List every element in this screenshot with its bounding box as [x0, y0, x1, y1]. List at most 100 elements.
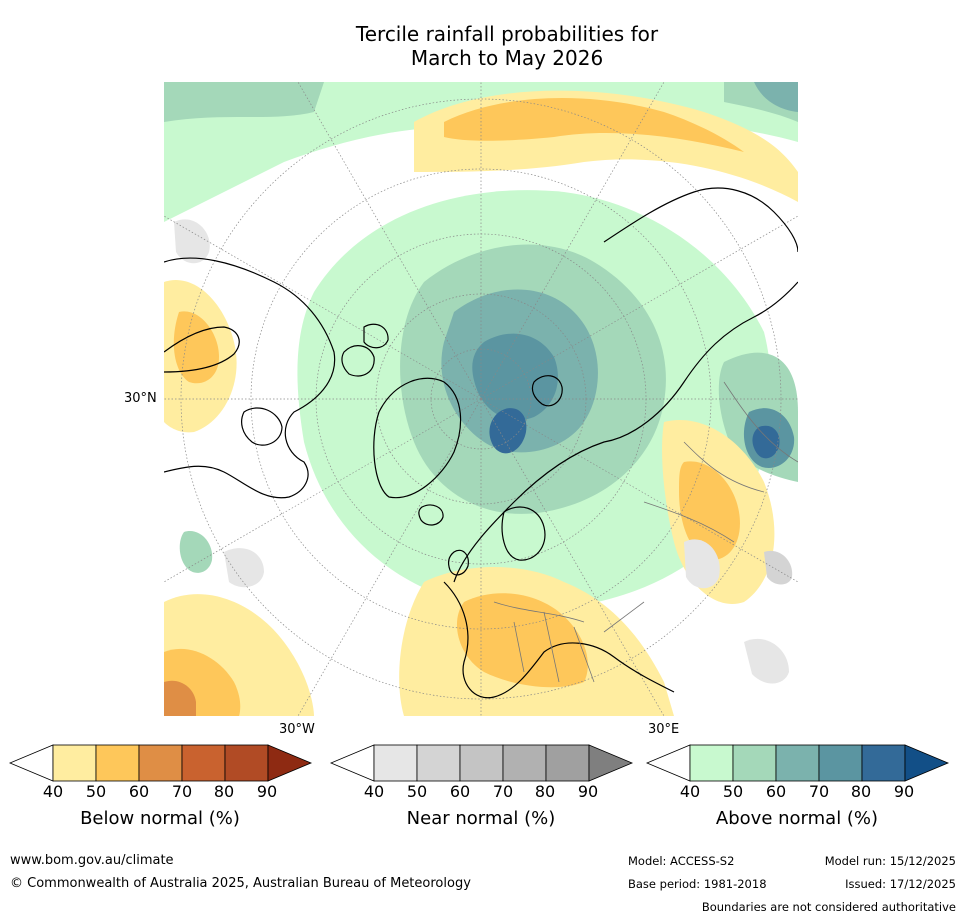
coast-novaya-zemlya [531, 375, 563, 407]
colorbar-below-swatches [8, 744, 313, 782]
below-normal-central-asia-core [679, 461, 740, 561]
tick-below-90: 90 [256, 782, 278, 801]
near-normal-patch-3 [224, 548, 264, 588]
tick-above-60: 60 [765, 782, 787, 801]
label-30n: 30°N [124, 391, 157, 406]
coastlines [164, 187, 798, 699]
colorbar-below [8, 744, 313, 782]
tick-below-70: 70 [171, 782, 193, 801]
colorbar-above-ticks: 40 50 60 70 80 90 [647, 782, 965, 802]
above-normal-barents [489, 408, 527, 454]
near-swatch-40-50 [373, 744, 418, 782]
tick-near-50: 50 [406, 782, 428, 801]
near-swatch-above-90 [588, 744, 634, 782]
country-borders [493, 381, 798, 683]
tick-near-40: 40 [363, 782, 385, 801]
coast-scandinavia [501, 506, 546, 561]
above-normal-southwest [179, 531, 213, 573]
below-swatch-above-90 [267, 744, 313, 782]
above-normal-east-asia-deep [752, 425, 780, 459]
tick-near-90: 90 [577, 782, 599, 801]
coast-canadian-archipelago [341, 323, 389, 377]
above-normal-region-top-dark [164, 82, 324, 122]
tick-above-80: 80 [850, 782, 872, 801]
title-line-2: March to May 2026 [410, 46, 604, 70]
meridian-150w [297, 82, 482, 400]
near-swatch-80-90 [545, 744, 590, 782]
meridian-120w [164, 215, 482, 400]
footer-disclaimer: Boundaries are not considered authoritat… [701, 900, 956, 914]
near-normal-patch-2 [684, 539, 720, 589]
coast-iceland [418, 504, 444, 526]
below-swatch-70-80 [181, 744, 226, 782]
colorbar-near-label: Near normal (%) [406, 808, 556, 829]
title-line-1: Tercile rainfall probabilities for [355, 22, 659, 46]
above-normal-northeast [754, 82, 798, 112]
colorbar-near-swatches [329, 744, 634, 782]
colorbar-near [329, 744, 634, 782]
near-normal-patch-5 [744, 638, 789, 684]
above-swatch-40-50 [689, 744, 734, 782]
tick-below-60: 60 [128, 782, 150, 801]
tick-above-70: 70 [808, 782, 830, 801]
colorbar-near-ticks: 40 50 60 70 80 90 [331, 782, 651, 802]
borders-asia [643, 381, 798, 543]
above-swatch-80-90 [861, 744, 906, 782]
colorbar-below-ticks: 40 50 60 70 80 90 [10, 782, 330, 802]
colorbar-below-label: Below normal (%) [80, 808, 240, 829]
borders-europe [493, 601, 645, 683]
near-normal-patch-1 [174, 219, 210, 264]
coast-british-isles [448, 549, 469, 576]
label-30w: 30°W [279, 722, 315, 737]
below-swatch-below-40 [8, 744, 54, 782]
footer-url[interactable]: www.bom.gov.au/climate [10, 853, 174, 868]
meridian-60w [164, 398, 482, 583]
below-swatch-40-50 [52, 744, 97, 782]
meridian-120e [480, 215, 798, 400]
footer-model: Model: ACCESS-S2 [628, 854, 735, 868]
footer-copyright: © Commonwealth of Australia 2025, Austra… [10, 876, 471, 891]
tick-near-60: 60 [449, 782, 471, 801]
below-swatch-50-60 [95, 744, 140, 782]
above-swatch-60-70 [775, 744, 820, 782]
coast-north-america [164, 257, 336, 499]
near-normal-patch-4 [764, 550, 793, 585]
latitude-circle-40n [180, 98, 782, 700]
colorbar-above-swatches [645, 744, 950, 782]
tick-above-50: 50 [722, 782, 744, 801]
meridian-30e [480, 398, 665, 716]
footer-base-period: Base period: 1981-2018 [628, 877, 767, 891]
below-swatch-80-90 [224, 744, 269, 782]
colorbar-above [645, 744, 950, 782]
map-title: Tercile rainfall probabilities for March… [0, 22, 965, 70]
tick-above-90: 90 [893, 782, 915, 801]
tick-near-70: 70 [492, 782, 514, 801]
colorbar-above-label: Above normal (%) [715, 808, 879, 829]
latitude-circle-50n [250, 168, 712, 630]
label-30e: 30°E [648, 722, 680, 737]
above-swatch-50-60 [732, 744, 777, 782]
footer-model-run: Model run: 15/12/2025 [824, 854, 956, 868]
meridian-60e [480, 398, 798, 583]
tick-below-40: 40 [42, 782, 64, 801]
tick-below-80: 80 [213, 782, 235, 801]
near-swatch-50-60 [416, 744, 461, 782]
footer-issued: Issued: 17/12/2025 [845, 877, 956, 891]
near-swatch-70-80 [502, 744, 547, 782]
coast-europe [443, 581, 675, 699]
rainfall-probability-map[interactable] [164, 82, 798, 716]
tick-above-40: 40 [679, 782, 701, 801]
above-swatch-above-90 [904, 744, 950, 782]
tick-near-80: 80 [534, 782, 556, 801]
below-normal-southwest-deep [164, 680, 196, 716]
coast-greenland [373, 377, 462, 499]
graticule [164, 82, 798, 716]
meridian-30w [297, 398, 482, 716]
coast-siberia-east [603, 187, 798, 253]
near-swatch-below-40 [329, 744, 375, 782]
coast-alaska [164, 326, 240, 373]
below-swatch-60-70 [138, 744, 183, 782]
meridian-150e [480, 82, 665, 400]
above-swatch-below-40 [645, 744, 691, 782]
coast-hudson-bay [241, 407, 283, 446]
